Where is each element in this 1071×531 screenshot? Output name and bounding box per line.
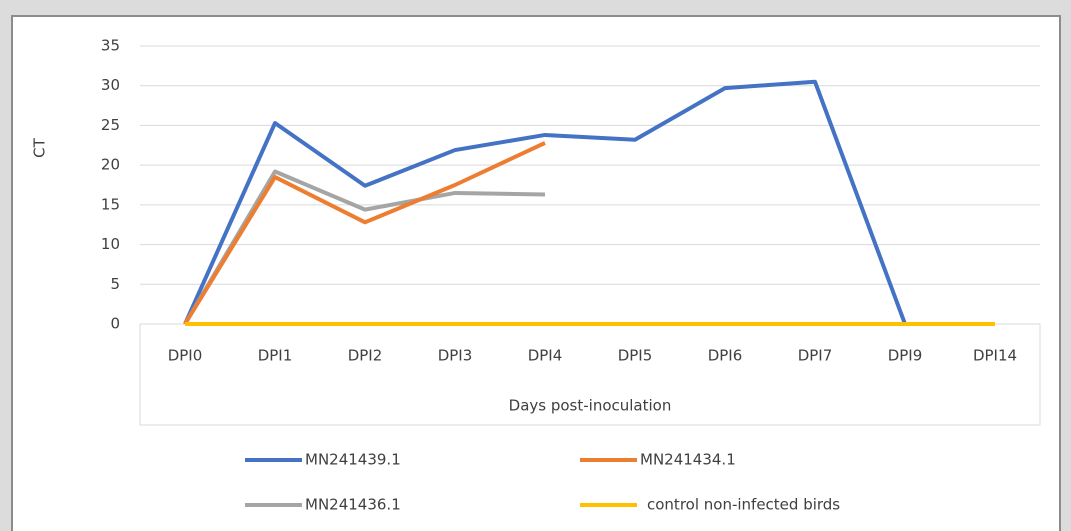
legend-label: MN241436.1 [305, 496, 401, 514]
x-tick-label: DPI3 [438, 347, 473, 365]
y-tick-label: 20 [101, 156, 120, 174]
y-tick-label: 10 [101, 235, 120, 253]
x-axis-label: Days post-inoculation [509, 397, 672, 415]
legend-label: MN241439.1 [305, 451, 401, 469]
x-tick-label: DPI14 [973, 347, 1017, 365]
x-tick-label: DPI1 [258, 347, 293, 365]
x-tick-label: DPI2 [348, 347, 383, 365]
panel [11, 15, 1061, 531]
y-tick-label: 25 [101, 116, 120, 134]
y-tick-label: 15 [101, 195, 120, 213]
x-tick-label: DPI0 [168, 347, 203, 365]
series-line [183, 79, 907, 325]
x-tick-label: DPI5 [618, 347, 653, 365]
series-line [183, 141, 546, 326]
x-tick-label: DPI6 [708, 347, 743, 365]
y-tick-label: 0 [110, 315, 120, 333]
y-tick-label: 35 [101, 37, 120, 55]
y-axis-label: CT [31, 137, 49, 157]
x-tick-label: DPI7 [798, 347, 833, 365]
x-tick-label: DPI4 [528, 347, 563, 365]
legend-label: MN241434.1 [640, 451, 736, 469]
y-tick-label: 5 [110, 275, 120, 293]
y-tick-label: 30 [101, 76, 120, 94]
legend-label: control non-infected birds [647, 496, 840, 514]
x-tick-label: DPI9 [888, 347, 923, 365]
